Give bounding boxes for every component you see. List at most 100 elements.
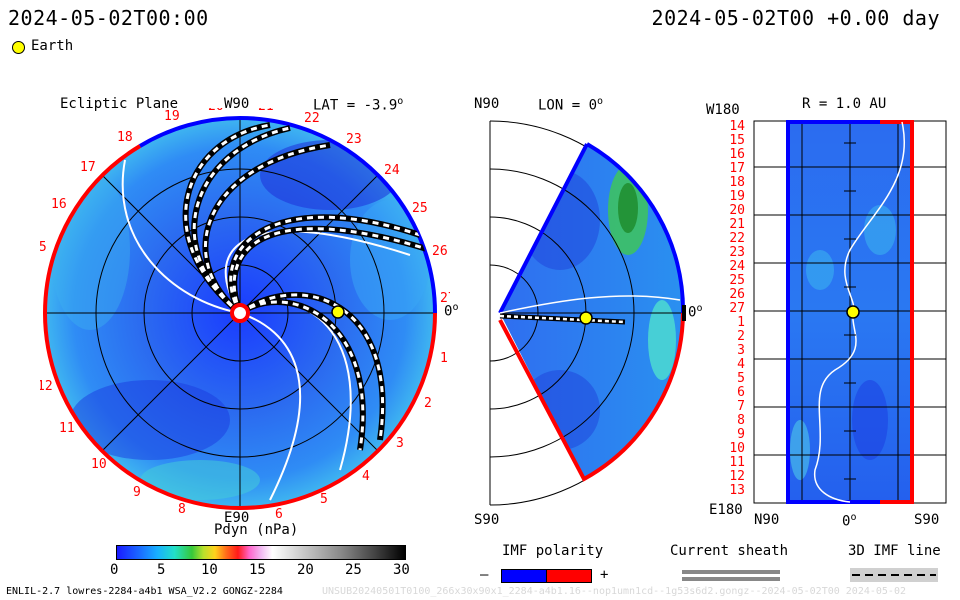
colorbar <box>116 545 406 560</box>
radial-y-tick: 25 <box>729 273 745 288</box>
current-sheath-title: Current sheath <box>670 543 789 559</box>
radial-y-tick: 9 <box>737 427 745 442</box>
ecliptic-lat-label: LAT = -3.9o <box>313 96 404 114</box>
radial-title: R = 1.0 AU <box>802 96 887 112</box>
cr-label: 5 <box>320 492 328 507</box>
radial-y-tick: 24 <box>729 259 745 274</box>
radial-y-tick: 18 <box>729 175 745 190</box>
cr-label: 18 <box>117 130 133 145</box>
earth-legend-marker <box>12 41 25 54</box>
cr-label: 2 <box>424 396 432 411</box>
radial-current-sheath <box>814 121 905 503</box>
imf-positive-swatch <box>546 569 592 583</box>
earth-marker-radial <box>846 305 860 319</box>
cr-label: 16 <box>51 197 67 212</box>
colorbar-tick: 15 <box>249 562 266 578</box>
radial-y-tick: 6 <box>737 385 745 400</box>
meridional-current-sheath <box>499 295 681 314</box>
cr-label: 6 <box>275 507 283 518</box>
colorbar-tick: 30 <box>393 562 410 578</box>
current-sheath-swatch-bottom <box>682 577 780 581</box>
radial-top-label: W180 <box>706 102 740 118</box>
radial-y-tick: 5 <box>737 371 745 386</box>
radial-y-ticks: 14 15 16 17 18 19 20 21 22 23 24 25 26 2… <box>729 119 745 498</box>
radial-y-tick: 23 <box>729 245 745 260</box>
radial-xlabel-n90: N90 <box>754 512 780 528</box>
earth-legend-label: Earth <box>31 38 74 54</box>
cr-label: 21 <box>258 108 274 114</box>
radial-y-tick: 21 <box>729 217 745 232</box>
ecliptic-bottom-label: E90 <box>224 510 250 526</box>
radial-y-tick: 16 <box>729 147 745 162</box>
radial-y-tick: 12 <box>729 469 745 484</box>
cr-label: 4 <box>362 469 370 484</box>
meridional-lon-label: LON = 0o <box>538 96 604 114</box>
colorbar-tick: 5 <box>157 562 166 578</box>
cr-label: 25 <box>412 201 428 216</box>
cr-label: 8 <box>178 502 186 517</box>
ecliptic-imf-lines <box>182 122 431 451</box>
meridional-panel <box>489 120 686 506</box>
cr-label: 1 <box>440 351 448 366</box>
radial-y-tick: 7 <box>737 399 745 414</box>
cr-label: 24 <box>384 163 400 178</box>
ecliptic-right-label: 0o <box>444 302 459 320</box>
ecliptic-boundary-negative <box>239 116 437 314</box>
ecliptic-panel: 19 20 21 22 23 24 25 26 27 1 2 3 4 5 6 8… <box>40 108 450 518</box>
radial-y-tick: 3 <box>737 343 745 358</box>
radial-xlabel-s90: S90 <box>914 512 940 528</box>
radial-y-tick: 27 <box>729 301 745 316</box>
cr-label: 11 <box>59 421 75 436</box>
footer-right: UNSUB20240501T0100_266x30x90x1_2284-a4b1… <box>322 586 906 597</box>
radial-y-tick: 26 <box>729 287 745 302</box>
cr-label: 15 <box>40 240 47 255</box>
ecliptic-texture <box>50 140 430 500</box>
imf-line-title: 3D IMF line <box>848 543 941 559</box>
imf-polarity-title: IMF polarity <box>502 543 604 559</box>
radial-y-tick: 2 <box>737 329 745 344</box>
radial-xlabel-0: 0o <box>842 512 857 530</box>
colorbar-title: Pdyn (nPa) <box>214 522 299 538</box>
meridional-right-label: 0o <box>688 303 703 321</box>
radial-y-tick: 4 <box>737 357 745 372</box>
meridional-top-label: N90 <box>474 96 500 112</box>
colorbar-tick: 25 <box>345 562 362 578</box>
radial-y-tick: 19 <box>729 189 745 204</box>
ecliptic-top-label: W90 <box>224 96 250 112</box>
meridional-bottom-label: S90 <box>474 512 500 528</box>
cr-label: 9 <box>133 485 141 500</box>
radial-y-tick: 1 <box>737 315 745 330</box>
colorbar-tick: 20 <box>297 562 314 578</box>
cr-label: 19 <box>164 109 180 124</box>
cr-label: 26 <box>432 244 448 259</box>
radial-panel: 14 15 16 17 18 19 20 21 22 23 24 25 26 2… <box>729 119 947 504</box>
radial-y-tick: 8 <box>737 413 745 428</box>
cr-label: 23 <box>346 132 362 147</box>
imf-plus-label: + <box>600 567 609 583</box>
current-sheath-swatch-top <box>682 570 780 574</box>
radial-tick-marks <box>844 142 856 480</box>
ecliptic-carrington-labels: 19 20 21 22 23 24 25 26 27 1 2 3 4 5 6 8… <box>40 108 450 518</box>
radial-y-tick: 14 <box>729 119 745 134</box>
ecliptic-title: Ecliptic Plane <box>60 96 179 112</box>
cr-label: 22 <box>304 111 320 126</box>
radial-y-tick: 10 <box>729 441 745 456</box>
radial-y-tick: 22 <box>729 231 745 246</box>
cr-label: 10 <box>91 457 107 472</box>
radial-bottom-label: E180 <box>709 502 743 518</box>
radial-y-tick: 11 <box>729 455 745 470</box>
imf-line-swatch <box>850 568 938 582</box>
cr-label: 3 <box>396 436 404 451</box>
footer-left: ENLIL-2.7 lowres-2284-a4b1 WSA_V2.2 GONG… <box>6 586 283 597</box>
colorbar-tick: 0 <box>110 562 119 578</box>
cr-label: 12 <box>40 379 53 394</box>
ecliptic-boundary-positive <box>42 144 437 511</box>
radial-y-tick: 13 <box>729 483 745 498</box>
datetime-left: 2024-05-02T00:00 <box>8 6 209 30</box>
earth-marker-ecliptic <box>331 305 345 319</box>
colorbar-tick: 10 <box>201 562 218 578</box>
sun-marker <box>230 303 250 323</box>
earth-marker-meridional <box>579 311 593 325</box>
radial-texture <box>790 205 896 480</box>
radial-y-tick: 15 <box>729 133 745 148</box>
